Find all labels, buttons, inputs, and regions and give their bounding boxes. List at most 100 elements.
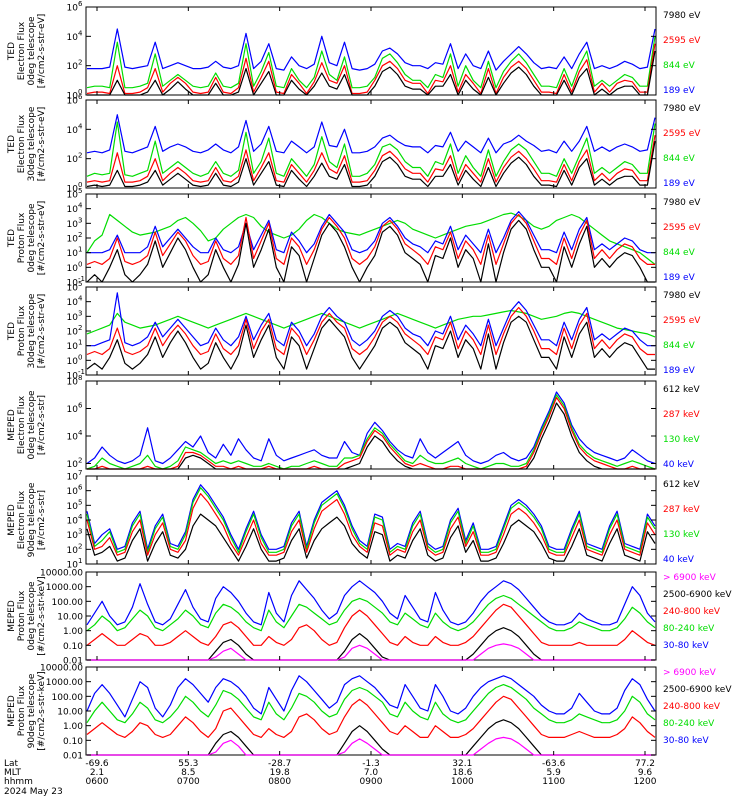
series-line: [87, 402, 655, 470]
legend-entry: 189 eV: [663, 179, 696, 189]
y-tick-label: 10: [67, 460, 79, 470]
series-line: [86, 603, 656, 646]
y-tick-label: 10: [67, 205, 79, 215]
series-line: [86, 114, 656, 154]
y-axis-label: TED: [7, 229, 17, 248]
y-axis-label: [#/cm2-s-str-eV]: [37, 107, 47, 182]
y-tick-exponent: 0: [78, 353, 82, 361]
y-tick-exponent: 4: [78, 429, 83, 437]
panel-frame: [85, 475, 657, 565]
y-tick-label: 100.00: [52, 693, 84, 703]
y-tick-label: 10: [67, 298, 79, 308]
legend-entry: > 6900 keV: [663, 573, 717, 583]
lat-tick-label: 77.2: [635, 759, 655, 769]
y-tick-label: 10: [67, 473, 79, 483]
series-line: [86, 315, 655, 370]
series-line: [86, 394, 656, 470]
y-tick-label: 10: [67, 235, 79, 245]
panel-7: 0.01 0.10 1.00 10.00 100.00 1000.00 10000.00 ME…: [7, 569, 732, 667]
legend-entry: 844 eV: [663, 248, 696, 258]
series-line: [86, 36, 656, 89]
y-tick-label: 10: [67, 328, 79, 338]
legend-entry: 189 eV: [663, 366, 696, 376]
y-tick-label: 0.01: [63, 752, 83, 762]
y-axis-label: Proton Flux: [17, 685, 27, 736]
y-tick-label: 10: [67, 487, 79, 497]
y-tick-exponent: 3: [78, 528, 82, 536]
legend-entry: 7980 eV: [663, 11, 701, 21]
legend-entry: 844 eV: [663, 341, 696, 351]
legend-entry: 2595 eV: [663, 223, 701, 233]
x-row-label: 2024 May 23: [4, 787, 63, 797]
series-line: [87, 211, 655, 254]
y-tick-label: 10000.00: [40, 569, 83, 579]
y-tick-exponent: 6: [78, 402, 83, 410]
y-tick-label: 1000.00: [46, 583, 83, 593]
y-tick-label: 10.00: [57, 708, 83, 718]
y-tick-exponent: 0: [78, 181, 82, 189]
series-line: [86, 140, 656, 188]
legend-entry: 287 keV: [663, 505, 700, 515]
y-tick-exponent: 2: [78, 152, 82, 160]
y-axis-label: Electron Flux: [17, 21, 27, 80]
y-axis-label: MEPED: [7, 695, 17, 727]
series-line: [86, 219, 655, 283]
x-row-label: hhmm: [4, 777, 33, 787]
legend-entry: 40 keV: [663, 460, 695, 470]
y-axis-label: MEPED: [7, 600, 17, 632]
mlt-tick-label: 18.6: [452, 768, 472, 778]
x-tick-label: 0700: [177, 777, 200, 787]
y-tick-exponent: 2: [78, 231, 82, 239]
legend-entry: 844 eV: [663, 61, 696, 71]
y-tick-exponent: 1: [78, 246, 82, 254]
legend-entry: 2500-6900 keV: [663, 590, 732, 600]
y-tick-label: 10: [67, 33, 79, 43]
y-axis-label: 90deg telescope: [27, 673, 37, 748]
mlt-tick-label: 7.0: [364, 768, 379, 778]
y-axis-label: 0deg telescope: [27, 390, 37, 460]
legend-entry: 7980 eV: [663, 291, 701, 301]
legend-entry: 2595 eV: [663, 316, 701, 326]
y-tick-label: 100.00: [52, 598, 84, 608]
y-tick-label: 10: [67, 342, 79, 352]
series-line: [86, 683, 656, 724]
legend-entry: 2595 eV: [663, 129, 701, 139]
series-line: [86, 484, 656, 550]
legend-entry: 844 eV: [663, 154, 696, 164]
y-axis-label: [#/cm2-s-str-eV]: [37, 294, 47, 369]
y-tick-label: 10: [67, 62, 79, 72]
y-tick-label: 10: [67, 502, 79, 512]
y-tick-exponent: 5: [78, 280, 82, 288]
series-line: [86, 580, 656, 626]
y-tick-label: 10000.00: [40, 664, 83, 674]
y-tick-exponent: 4: [78, 29, 83, 37]
legend-entry: 612 keV: [663, 480, 700, 490]
y-axis-label: Electron Flux: [17, 490, 27, 549]
y-axis-label: 0deg telescope: [27, 581, 37, 651]
series-line: [86, 213, 655, 265]
y-axis-label: 30deg telescope: [27, 106, 37, 181]
series-line: [86, 212, 656, 265]
legend-entry: 287 keV: [663, 410, 700, 420]
legend-entry: 80-240 keV: [663, 719, 715, 729]
y-tick-label: 10: [67, 433, 79, 443]
series-line: [87, 396, 655, 470]
y-axis-label: 90deg telescope: [27, 482, 37, 557]
y-tick-exponent: 1: [78, 557, 82, 565]
y-tick-label: 10: [67, 531, 79, 541]
legend-entry: 189 eV: [663, 86, 696, 96]
series-line: [87, 627, 655, 661]
y-tick-label: 10: [67, 279, 79, 289]
series-line: [86, 594, 656, 632]
y-tick-exponent: 6: [78, 0, 83, 8]
y-tick-label: 10: [67, 372, 79, 382]
x-tick-label: 0800: [268, 777, 291, 787]
y-axis-label: [#/cm2-s-str-keV]: [37, 576, 47, 655]
